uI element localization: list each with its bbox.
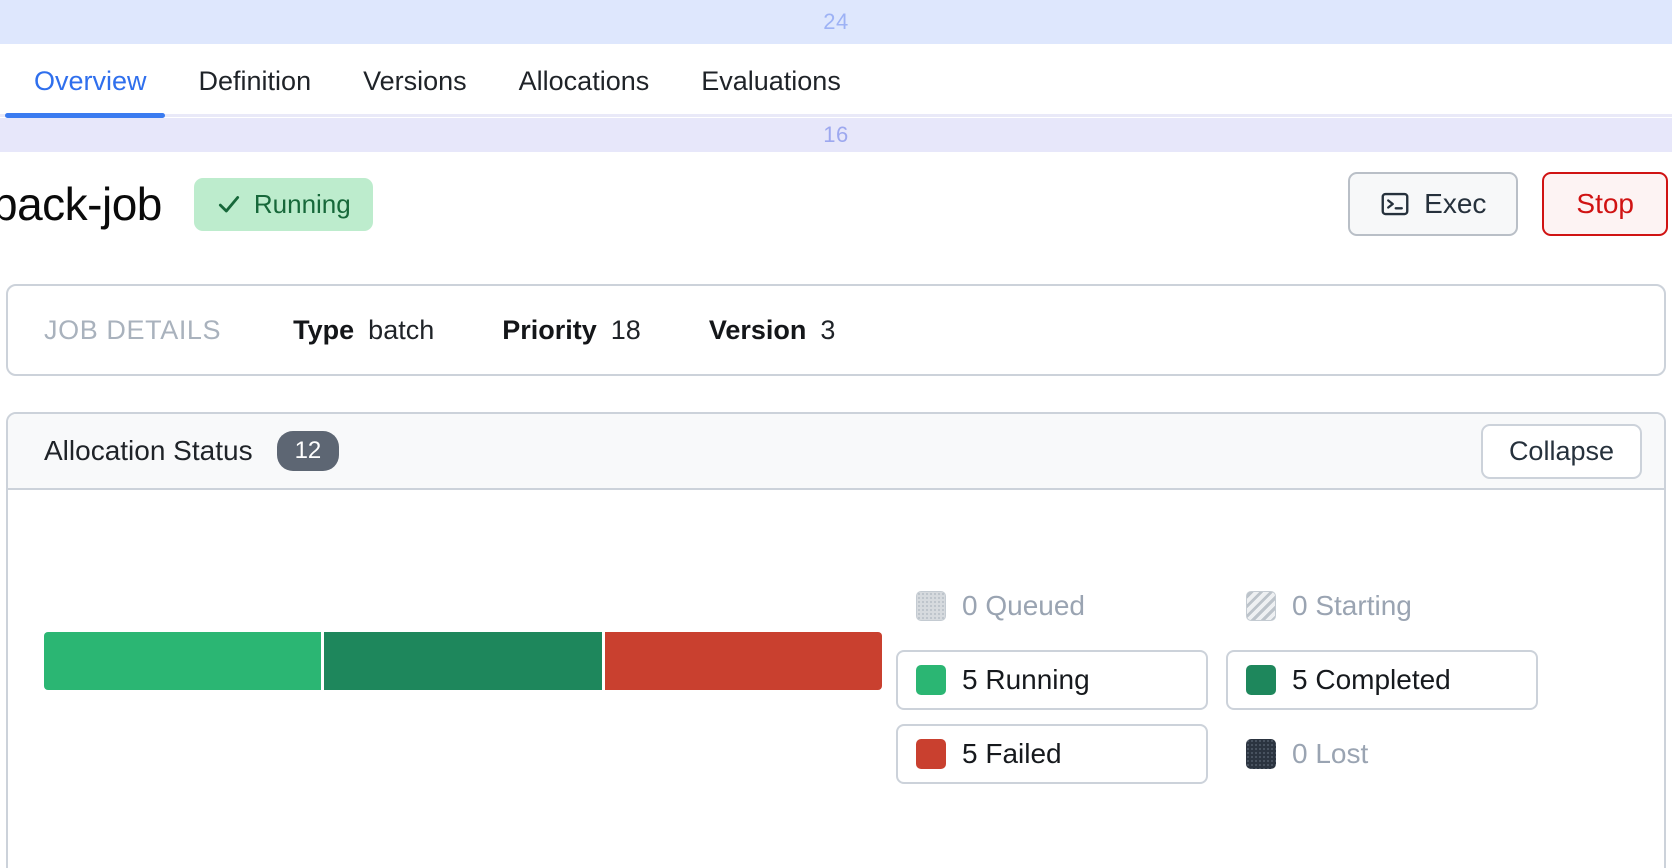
allocation-status-title: Allocation Status bbox=[44, 435, 253, 466]
collapse-button[interactable]: Collapse bbox=[1480, 423, 1642, 479]
spacing-overlay-tabs-value: 16 bbox=[823, 122, 849, 147]
completed-swatch-icon bbox=[1246, 665, 1276, 695]
tab-bar: Overview Definition Versions Allocations… bbox=[0, 44, 1672, 118]
failed-swatch-icon bbox=[916, 739, 946, 769]
exec-button-label: Exec bbox=[1424, 188, 1487, 219]
spacing-overlay-top-value: 24 bbox=[823, 9, 849, 34]
terminal-icon bbox=[1380, 189, 1410, 219]
bar-segment-failed[interactable] bbox=[604, 632, 882, 690]
tab-definition[interactable]: Definition bbox=[198, 66, 312, 96]
job-detail-priority-key: Priority bbox=[502, 314, 597, 345]
allocation-status-header: Allocation Status 12 Collapse bbox=[8, 414, 1664, 490]
legend-item-completed[interactable]: 5 Completed bbox=[1226, 650, 1538, 710]
legend-item-failed[interactable]: 5 Failed bbox=[896, 724, 1208, 784]
job-detail-version-key: Version bbox=[708, 314, 807, 345]
tab-overview[interactable]: Overview bbox=[34, 66, 147, 96]
legend-grid: 0 Queued 0 Starting 5 Running 5 Complete… bbox=[896, 576, 1546, 784]
exec-button[interactable]: Exec bbox=[1348, 172, 1519, 236]
tab-allocations[interactable]: Allocations bbox=[518, 66, 650, 96]
legend-item-running[interactable]: 5 Running bbox=[896, 650, 1208, 710]
allocation-status-card: Allocation Status 12 Collapse 0 Queued 0… bbox=[6, 412, 1666, 868]
job-header: pack-job Running Exec Stop bbox=[0, 152, 1672, 256]
legend-item-lost-label: 0 Lost bbox=[1292, 738, 1369, 769]
stop-button[interactable]: Stop bbox=[1542, 172, 1668, 236]
bar-segment-completed[interactable] bbox=[324, 632, 602, 690]
spacing-overlay-top: 24 bbox=[0, 0, 1672, 44]
allocation-status-legend: 0 Queued 0 Starting 5 Running 5 Complete… bbox=[896, 576, 1546, 784]
tab-active-underline bbox=[5, 113, 165, 118]
legend-item-completed-label: 5 Completed bbox=[1292, 664, 1451, 695]
bar-segment-running[interactable] bbox=[44, 632, 322, 690]
job-detail-type-value: batch bbox=[368, 314, 435, 345]
check-icon bbox=[216, 191, 242, 217]
tab-evaluations[interactable]: Evaluations bbox=[701, 66, 841, 96]
tab-bar-rule bbox=[0, 114, 1672, 117]
allocation-count-badge: 12 bbox=[276, 431, 340, 471]
lost-swatch-icon bbox=[1246, 739, 1276, 769]
page-title: pack-job bbox=[0, 178, 162, 230]
job-details-legend: JOB DETAILS bbox=[44, 314, 222, 345]
job-detail-version-value: 3 bbox=[820, 314, 836, 345]
queued-swatch-icon bbox=[916, 591, 946, 621]
legend-item-starting-label: 0 Starting bbox=[1292, 590, 1412, 621]
status-badge-label: Running bbox=[253, 188, 351, 219]
legend-item-running-label: 5 Running bbox=[962, 664, 1090, 695]
job-details-card: JOB DETAILS Type batch Priority 18 Versi… bbox=[6, 284, 1666, 376]
allocation-status-bar bbox=[44, 632, 882, 690]
running-swatch-icon bbox=[916, 665, 946, 695]
starting-swatch-icon bbox=[1246, 591, 1276, 621]
job-detail-priority: Priority 18 bbox=[502, 315, 641, 346]
legend-item-failed-label: 5 Failed bbox=[962, 738, 1062, 769]
stop-button-label: Stop bbox=[1576, 188, 1634, 219]
job-detail-type-key: Type bbox=[293, 314, 355, 345]
job-detail-type: Type batch bbox=[293, 315, 434, 346]
job-detail-version: Version 3 bbox=[709, 315, 836, 346]
status-badge: Running bbox=[193, 177, 373, 231]
job-detail-priority-value: 18 bbox=[610, 314, 641, 345]
tab-versions[interactable]: Versions bbox=[363, 66, 467, 96]
legend-item-queued[interactable]: 0 Queued bbox=[896, 576, 1208, 636]
legend-item-queued-label: 0 Queued bbox=[962, 590, 1085, 621]
allocation-status-body: 0 Queued 0 Starting 5 Running 5 Complete… bbox=[8, 490, 1664, 868]
legend-item-starting[interactable]: 0 Starting bbox=[1226, 576, 1538, 636]
legend-item-lost[interactable]: 0 Lost bbox=[1226, 724, 1538, 784]
spacing-overlay-tabs: 16 bbox=[0, 118, 1672, 152]
